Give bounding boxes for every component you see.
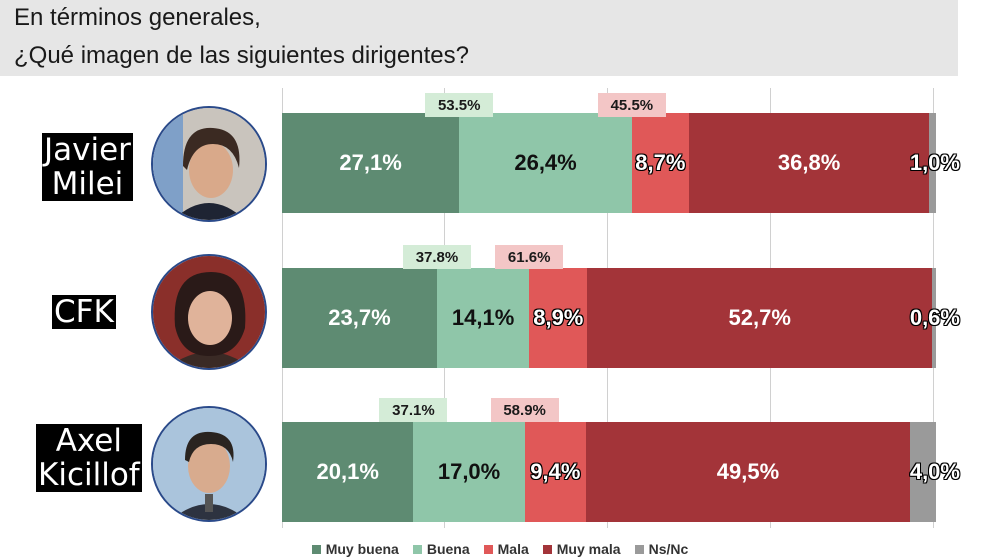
data-label: 36,8% xyxy=(777,150,841,175)
legend-swatch xyxy=(634,544,644,554)
data-label: 9,4% xyxy=(530,459,581,484)
legend-item: Buena xyxy=(412,538,470,560)
data-label: 8,7% xyxy=(635,150,686,175)
bar-segment-buena: 14,1% xyxy=(436,268,530,368)
label-line: Milei xyxy=(51,166,124,202)
legend-swatch xyxy=(483,544,493,554)
bar-segment-muy-mala: 36,8% xyxy=(688,113,930,213)
legend: Muy buena Buena Mala Muy mala Ns/Nc xyxy=(0,538,1000,560)
data-label: 23,7% xyxy=(328,305,391,330)
data-label: 20,1% xyxy=(316,459,379,484)
data-label: 0,6% xyxy=(909,305,960,330)
positive-total-label: 53.5% xyxy=(425,93,494,117)
data-label: 14,1% xyxy=(451,305,515,330)
label-line: CFK xyxy=(54,294,114,330)
portrait-icon xyxy=(153,408,265,520)
chart-title: En términos generales, xyxy=(14,4,261,31)
legend-swatch xyxy=(412,544,422,554)
legend-item: Ns/Nc xyxy=(634,538,689,560)
chart-title-box: En términos generales, ¿Qué imagen de la… xyxy=(0,0,958,76)
label-javier-milei: Javier Milei xyxy=(42,133,133,201)
bar-segment-muy-mala: 49,5% xyxy=(586,422,910,522)
negative-total-label: 45.5% xyxy=(597,93,666,117)
label-line: Axel xyxy=(55,423,122,459)
data-label: 49,5% xyxy=(716,459,780,484)
bar-segment-muy-buena: 20,1% xyxy=(282,422,414,522)
data-label: 4,0% xyxy=(909,459,960,484)
legend-item: Mala xyxy=(483,538,529,560)
bar-segment-mala: 9,4% xyxy=(524,422,587,522)
bar-row: 20,1% 17,0% 9,4% 49,5% 4,0% xyxy=(282,422,960,522)
portrait-icon xyxy=(153,256,265,368)
label-cfk: CFK xyxy=(52,295,116,329)
avatar-axel-kicillof xyxy=(151,406,267,522)
data-label: 27,1% xyxy=(339,150,402,175)
data-label: 26,4% xyxy=(514,150,577,175)
legend-label: Muy buena xyxy=(325,541,399,557)
legend-item: Muy mala xyxy=(542,538,621,560)
bar-segment-buena: 26,4% xyxy=(459,113,632,213)
label-line: Javier xyxy=(44,132,131,168)
data-label: 17,0% xyxy=(437,459,501,484)
negative-total-label: 58.9% xyxy=(490,398,559,422)
avatar-javier-milei xyxy=(151,106,267,222)
legend-label: Ns/Nc xyxy=(648,541,689,557)
bar-row: 27,1% 26,4% 8,7% 36,8% 1,0% xyxy=(282,113,960,213)
positive-total-label: 37.8% xyxy=(402,245,471,269)
legend-swatch xyxy=(542,544,552,554)
portrait-icon xyxy=(153,108,265,220)
legend-label: Muy mala xyxy=(556,541,621,557)
legend-label: Buena xyxy=(426,541,470,557)
data-label: 8,9% xyxy=(533,305,584,330)
avatar-cfk xyxy=(151,254,267,370)
bar-segment-buena: 17,0% xyxy=(413,422,525,522)
legend-label: Mala xyxy=(497,541,529,557)
bar-segment-ns-nc: 4,0% xyxy=(909,422,960,522)
data-label: 1,0% xyxy=(909,150,960,175)
bar-segment-mala: 8,9% xyxy=(529,268,588,368)
legend-item: Muy buena xyxy=(311,538,399,560)
bar-segment-ns-nc: 1,0% xyxy=(910,113,960,213)
bar-segment-muy-mala: 52,7% xyxy=(587,268,933,368)
negative-total-label: 61.6% xyxy=(495,245,564,269)
legend-swatch xyxy=(311,544,321,554)
bar-row: 23,7% 14,1% 8,9% 52,7% 0,6% xyxy=(282,268,960,368)
data-label: 52,7% xyxy=(728,305,791,330)
bar-segment-ns-nc: 0,6% xyxy=(910,268,960,368)
label-line: Kicillof xyxy=(38,457,140,493)
label-axel-kicillof: Axel Kicillof xyxy=(36,424,142,492)
positive-total-label: 37.1% xyxy=(379,398,448,422)
chart-subtitle: ¿Qué imagen de las siguientes dirigentes… xyxy=(14,42,469,69)
bar-segment-muy-buena: 23,7% xyxy=(282,268,437,368)
bar-segment-muy-buena: 27,1% xyxy=(282,113,460,213)
bar-segment-mala: 8,7% xyxy=(631,113,689,213)
